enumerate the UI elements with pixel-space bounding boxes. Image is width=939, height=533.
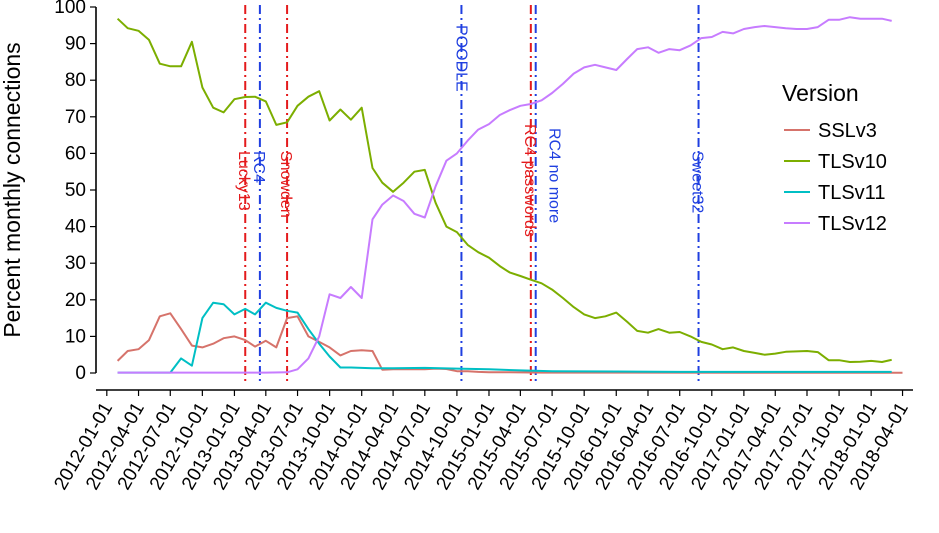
y-tick-label: 60 bbox=[65, 143, 86, 164]
y-tick-label: 40 bbox=[65, 217, 86, 238]
series-line-tlsv12 bbox=[117, 16, 892, 374]
event-label-lucky13: Lucky13 bbox=[235, 151, 252, 211]
series-line-sslv3 bbox=[116, 312, 903, 374]
y-axis-ticks: 0 10 20 30 40 50 60 70 80 90 100 bbox=[54, 0, 96, 384]
event-label-snowden: Snowden bbox=[277, 151, 294, 218]
legend-label-tlsv11: TLSv11 bbox=[818, 182, 885, 204]
legend-label-tlsv12: TLSv12 bbox=[818, 213, 887, 235]
y-tick-label: 70 bbox=[65, 107, 86, 128]
legend-label-tlsv10: TLSv10 bbox=[818, 151, 887, 173]
x-axis-ticks: 2012-01-012012-04-012012-07-012012-10-01… bbox=[50, 390, 913, 494]
legend-title: Version bbox=[782, 80, 859, 106]
event-label-rc4-no-more: RC4 no more bbox=[546, 128, 563, 223]
series-line-tlsv10 bbox=[116, 17, 892, 363]
y-tick-label: 0 bbox=[75, 363, 86, 384]
event-label-poodle: POODLE bbox=[452, 25, 469, 92]
y-tick-label: 10 bbox=[65, 326, 86, 347]
y-axis-label: Percent monthly connections bbox=[0, 42, 25, 337]
legend-label-sslv3: SSLv3 bbox=[818, 120, 877, 142]
y-tick-label: 50 bbox=[65, 180, 86, 201]
y-tick-label: 90 bbox=[65, 34, 86, 55]
event-label-rc4: RC4 bbox=[250, 151, 267, 183]
y-tick-label: 30 bbox=[65, 253, 86, 274]
event-label-sweet32: Sweet32 bbox=[689, 151, 706, 213]
axes bbox=[95, 7, 913, 391]
event-label-rc4-passwords: RC4 passwords bbox=[521, 124, 538, 237]
series-lines bbox=[116, 16, 903, 374]
y-tick-label: 100 bbox=[54, 0, 86, 18]
y-tick-label: 80 bbox=[65, 70, 86, 91]
y-tick-label: 20 bbox=[65, 290, 86, 311]
legend: Version SSLv3 TLSv10 TLSv11 TLSv12 bbox=[782, 80, 887, 235]
series-line-tlsv11 bbox=[117, 301, 892, 374]
